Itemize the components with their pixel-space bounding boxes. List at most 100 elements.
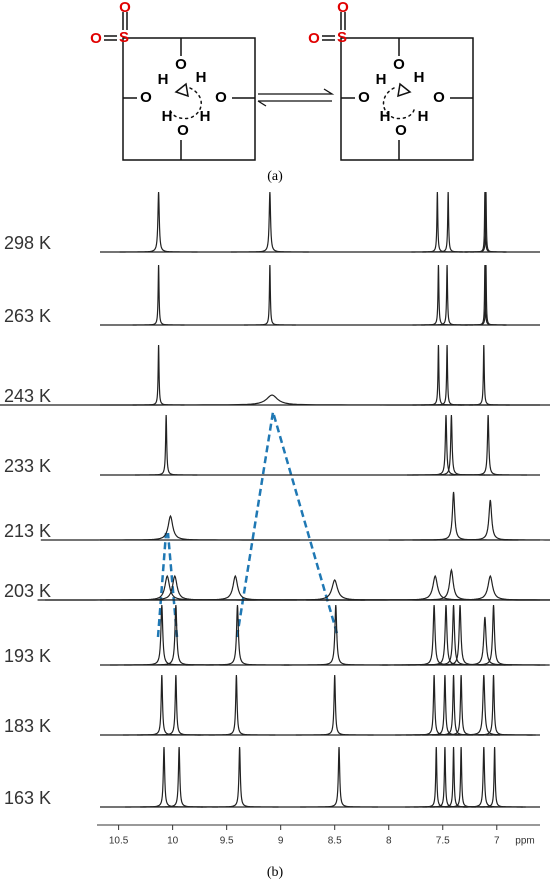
- atom: H: [196, 69, 207, 86]
- peak: [431, 674, 536, 736]
- peak: [125, 746, 203, 808]
- peak: [136, 674, 215, 736]
- atom: O: [358, 89, 370, 106]
- peak: [422, 191, 475, 253]
- peak: [463, 746, 526, 808]
- atom: H: [162, 108, 173, 125]
- peak: [388, 491, 519, 541]
- peak: [230, 191, 309, 253]
- atom: O: [175, 56, 187, 73]
- peak: [360, 574, 550, 601]
- peak: [465, 264, 507, 326]
- arrow: [169, 87, 202, 120]
- atom: O: [337, 0, 349, 16]
- bond: [104, 12, 128, 41]
- atom: H: [376, 71, 387, 88]
- atom: H: [418, 108, 429, 125]
- peak: [109, 604, 214, 666]
- peak: [0, 394, 550, 406]
- series-label: 163 K: [4, 788, 51, 808]
- peak: [122, 674, 201, 736]
- atom: O: [140, 89, 152, 106]
- peak: [441, 604, 546, 666]
- peak: [422, 746, 485, 808]
- series-label: 263 K: [4, 306, 51, 326]
- peak: [200, 746, 279, 808]
- peak: [295, 674, 374, 736]
- peak: [347, 568, 550, 601]
- peak: [412, 344, 465, 406]
- molecule: O O S O H H O O H H O: [90, 0, 256, 161]
- peak: [45, 574, 305, 601]
- peak: [412, 499, 550, 541]
- peak: [283, 604, 388, 666]
- peak: [421, 264, 474, 326]
- atom: O: [393, 56, 405, 73]
- peak: [406, 674, 484, 736]
- series-label: 243 K: [4, 386, 51, 406]
- bond: [322, 12, 346, 41]
- peak: [412, 264, 465, 326]
- x-tick-label: 9: [278, 836, 284, 847]
- atom: O: [395, 122, 407, 139]
- x-tick-label: 8.5: [328, 836, 342, 847]
- atom: O: [308, 30, 320, 47]
- arrowhead: [174, 82, 189, 98]
- peak: [300, 746, 378, 808]
- series-label: 203 K: [4, 581, 51, 601]
- atom: O: [215, 89, 227, 106]
- peak: [37, 574, 297, 601]
- caption: (a): [267, 169, 283, 184]
- series-label: 213 K: [4, 521, 51, 541]
- peak: [421, 344, 474, 406]
- coalescence-lines: [156, 411, 340, 638]
- x-axis-label: ppm: [515, 836, 534, 847]
- atom: S: [119, 29, 129, 46]
- peak: [197, 674, 276, 736]
- peak: [412, 414, 491, 476]
- x-tick-label: 8: [386, 836, 392, 847]
- series-label: 183 K: [4, 716, 51, 736]
- peak: [185, 604, 290, 666]
- atom: H: [414, 69, 425, 86]
- peak: [135, 414, 198, 476]
- peak: [179, 579, 491, 601]
- atom: O: [433, 89, 445, 106]
- series-label: 233 K: [4, 456, 51, 476]
- peak: [132, 264, 185, 326]
- peak: [444, 746, 523, 808]
- peak: [411, 191, 464, 253]
- x-tick-label: 7: [494, 836, 500, 847]
- peak: [40, 514, 301, 541]
- peak: [407, 414, 485, 476]
- x-tick-label: 10: [167, 836, 179, 847]
- peak: [420, 616, 550, 666]
- x-tick-label: 7.5: [436, 836, 450, 847]
- peak: [140, 746, 219, 808]
- arrow: [382, 87, 415, 120]
- atom: H: [200, 108, 211, 125]
- molecule: O O S O H H O O H H O: [308, 0, 474, 161]
- frame: [340, 37, 474, 161]
- atom: O: [177, 122, 189, 139]
- peak: [465, 191, 507, 253]
- atom: S: [337, 29, 347, 46]
- frame: [122, 37, 256, 161]
- series-label: 298 K: [4, 233, 51, 253]
- peak: [382, 604, 486, 666]
- caption: (b): [267, 865, 284, 880]
- peak: [454, 674, 533, 736]
- peak: [132, 344, 185, 406]
- x-tick-label: 10.5: [109, 836, 129, 847]
- peak: [449, 414, 528, 476]
- atom: O: [119, 0, 131, 16]
- atom: H: [380, 108, 391, 125]
- peak: [401, 604, 506, 666]
- series-label: 193 K: [4, 646, 51, 666]
- x-tick-label: 9.5: [220, 836, 234, 847]
- peak: [405, 746, 468, 808]
- peak: [413, 746, 477, 808]
- arrowhead: [397, 82, 412, 98]
